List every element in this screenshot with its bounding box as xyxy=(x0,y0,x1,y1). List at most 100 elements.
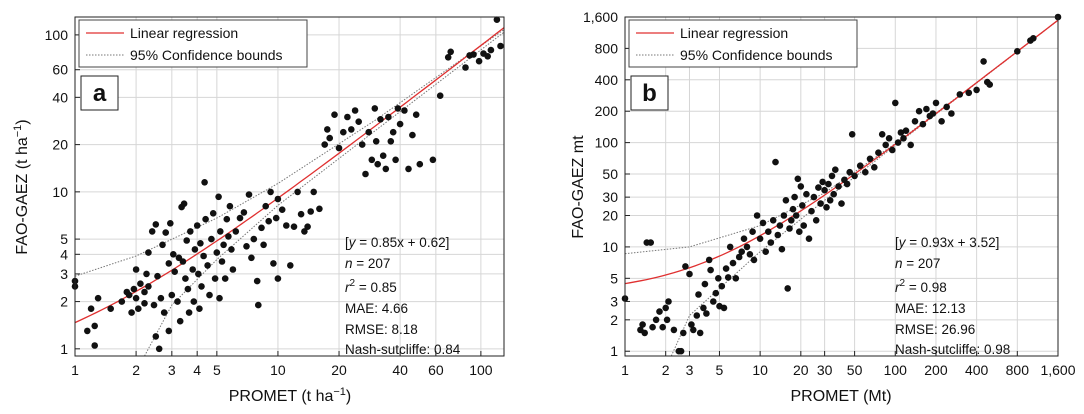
x-axis-label: PROMET (Mt) xyxy=(790,388,891,405)
data-point xyxy=(157,294,165,302)
x-tick-label: 10 xyxy=(270,362,286,378)
data-point xyxy=(696,329,704,337)
y-axis-label: FAO-GAEZ mt xyxy=(570,135,587,239)
data-point xyxy=(195,270,202,278)
data-point xyxy=(218,258,226,265)
data-point xyxy=(217,228,224,235)
x-tick-label: 1 xyxy=(71,362,79,378)
stat-r2: r2 = 0.85 xyxy=(345,278,397,295)
data-point xyxy=(297,210,305,218)
data-point xyxy=(372,138,380,145)
data-point xyxy=(649,323,656,331)
data-point xyxy=(220,241,227,249)
data-point xyxy=(835,183,842,190)
data-point xyxy=(894,139,902,146)
data-point xyxy=(762,248,769,255)
data-point xyxy=(1030,35,1037,42)
data-point xyxy=(902,127,910,134)
x-tick-label: 10 xyxy=(752,362,768,378)
data-point xyxy=(788,217,795,224)
legend-item-bounds: 95% Confidence bounds xyxy=(680,47,833,63)
data-point xyxy=(791,193,798,201)
stat-nash: Nash-sutcliffe: 0.98 xyxy=(895,342,1010,357)
regression-curve xyxy=(74,27,505,324)
regression-line xyxy=(74,27,505,324)
data-point xyxy=(743,243,751,251)
data-point xyxy=(769,217,777,224)
data-point xyxy=(803,190,810,198)
data-point xyxy=(176,317,184,325)
data-point xyxy=(344,113,351,121)
data-point xyxy=(287,262,294,269)
data-point xyxy=(823,204,830,211)
data-point xyxy=(907,141,914,149)
data-point xyxy=(132,266,140,273)
data-point xyxy=(159,241,166,249)
data-point xyxy=(236,214,244,222)
data-point xyxy=(201,179,208,186)
data-point xyxy=(253,277,261,285)
data-point xyxy=(848,131,856,138)
y-axis-label: FAO-GAEZ (t ha−1) xyxy=(12,119,31,254)
data-point xyxy=(130,285,138,293)
data-point xyxy=(389,128,397,136)
data-point xyxy=(396,120,404,128)
y-tick-label: 800 xyxy=(595,40,619,56)
data-point xyxy=(778,245,786,253)
data-point xyxy=(493,16,501,24)
data-point xyxy=(202,215,209,223)
x-axis: 1 2 3 4 5 10 20 40 60 100 xyxy=(71,351,493,378)
data-point xyxy=(392,156,399,164)
data-point xyxy=(923,105,930,113)
legend-item-regression: Linear regression xyxy=(680,25,788,41)
data-point xyxy=(321,141,329,148)
data-point xyxy=(260,241,267,249)
data-point xyxy=(191,246,199,253)
data-point xyxy=(301,228,308,235)
y-tick-label: 2 xyxy=(60,294,68,310)
data-point xyxy=(735,253,743,261)
data-point xyxy=(767,239,775,246)
data-point xyxy=(374,160,382,168)
data-point xyxy=(365,128,373,136)
data-point xyxy=(470,51,477,58)
data-point xyxy=(137,280,144,288)
stat-nash: Nash-sutcliffe: 0.84 xyxy=(345,342,461,357)
data-point xyxy=(225,233,232,240)
stat-equation: [y = 0.93x + 3.52] xyxy=(895,235,999,250)
data-point xyxy=(211,275,219,282)
data-point xyxy=(128,309,135,316)
data-point xyxy=(765,228,772,235)
data-point xyxy=(756,235,764,242)
data-point xyxy=(821,186,828,194)
grid xyxy=(624,16,1059,356)
data-point xyxy=(355,118,363,125)
data-point xyxy=(695,291,702,298)
data-point xyxy=(686,270,693,278)
data-point xyxy=(267,188,274,196)
stat-n: n = 207 xyxy=(345,256,390,271)
data-point xyxy=(746,251,754,258)
data-point xyxy=(703,310,710,317)
stats-box: [y = 0.85x + 0.62] n = 207 r2 = 0.85 MAE… xyxy=(345,235,461,357)
data-point xyxy=(368,156,376,164)
data-point xyxy=(889,146,896,154)
data-point xyxy=(171,268,178,276)
data-point xyxy=(226,202,234,210)
data-point xyxy=(810,193,818,201)
data-point xyxy=(326,134,334,142)
stat-mae: MAE: 4.66 xyxy=(345,301,408,316)
data-point xyxy=(148,228,156,235)
x-tick-label: 5 xyxy=(213,362,221,378)
y-tick-label: 3 xyxy=(610,293,618,309)
data-point xyxy=(710,298,717,305)
data-point xyxy=(1014,48,1021,55)
data-point xyxy=(862,168,869,176)
data-point xyxy=(878,131,886,138)
data-point xyxy=(377,116,384,123)
y-tick-label: 100 xyxy=(45,27,69,43)
x-tick-label: 3 xyxy=(168,362,176,378)
data-point xyxy=(265,217,273,225)
data-point xyxy=(278,206,286,213)
